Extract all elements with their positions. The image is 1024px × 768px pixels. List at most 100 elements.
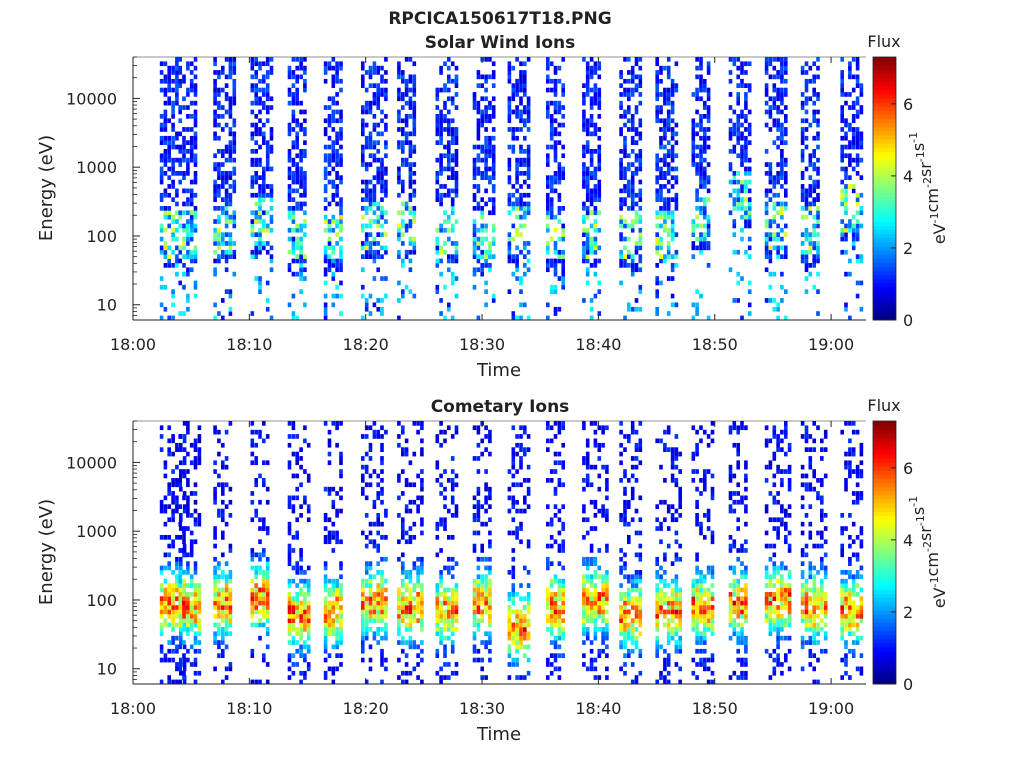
heatmap-cell: [695, 131, 699, 137]
heatmap-cell: [331, 521, 336, 527]
heatmap-cell: [816, 271, 820, 277]
heatmap-cell: [335, 267, 339, 273]
heatmap-cell: [507, 618, 512, 623]
heatmap-cell: [384, 587, 388, 593]
heatmap-cell: [250, 65, 255, 71]
heatmap-cell: [634, 298, 639, 303]
heatmap-cell: [472, 530, 477, 536]
heatmap-cell: [816, 254, 820, 259]
heatmap-cell: [674, 197, 679, 202]
heatmap-cell: [851, 188, 856, 194]
heatmap-cell: [269, 135, 274, 141]
heatmap-cell: [695, 302, 699, 308]
heatmap-cell: [178, 144, 182, 150]
heatmap-cell: [167, 535, 171, 540]
heatmap-cell: [384, 87, 388, 93]
heatmap-cell: [368, 219, 373, 224]
heatmap-cell: [232, 271, 237, 277]
heatmap-cell: [776, 302, 780, 308]
panel-cometary: Cometary Ions 18:00 18:10 18:20 18:30 18:40 1…: [36, 396, 949, 745]
heatmap-cell: [327, 118, 332, 124]
heatmap-cell: [744, 118, 748, 124]
heatmap-cell: [295, 206, 299, 211]
heatmap-cell: [703, 184, 707, 189]
heatmap-cell: [232, 184, 237, 189]
heatmap-cell: [780, 96, 784, 102]
heatmap-cell: [178, 223, 182, 229]
heatmap-cell: [816, 179, 820, 185]
heatmap-cell: [217, 219, 221, 224]
heatmap-cell: [339, 662, 343, 667]
heatmap-cell: [480, 609, 484, 615]
heatmap-cell: [695, 57, 699, 62]
heatmap-cell: [655, 311, 659, 316]
heatmap-cell: [420, 657, 424, 663]
heatmap-cell: [250, 556, 255, 562]
heatmap-cell: [182, 236, 186, 242]
heatmap-cell: [638, 149, 643, 154]
heatmap-cell: [768, 96, 773, 102]
heatmap-cell: [331, 127, 336, 132]
heatmap-cell: [250, 122, 255, 128]
heatmap-cell: [197, 592, 202, 597]
heatmap-cell: [435, 587, 440, 593]
heatmap-cell: [303, 188, 307, 194]
heatmap-cell: [412, 618, 417, 623]
heatmap-cell: [404, 100, 409, 106]
heatmap-cell: [844, 306, 848, 312]
heatmap-cell: [401, 232, 405, 237]
heatmap-cell: [258, 206, 262, 211]
heatmap-cell: [844, 197, 848, 202]
heatmap-cell: [593, 70, 598, 75]
heatmap-cell: [171, 263, 175, 268]
heatmap-cell: [368, 442, 373, 448]
heatmap-cell: [526, 192, 531, 198]
heatmap-cell: [299, 464, 303, 470]
heatmap-cell: [193, 587, 198, 593]
heatmap-cell: [447, 149, 451, 154]
heatmap-cell: [228, 609, 233, 615]
heatmap-cell: [732, 206, 737, 211]
heatmap-cell: [597, 92, 602, 97]
heatmap-cell: [291, 210, 296, 216]
heatmap-cell: [488, 245, 492, 251]
heatmap-cell: [269, 57, 274, 62]
heatmap-cell: [808, 245, 813, 251]
heatmap-cell: [593, 175, 598, 180]
heatmap-cell: [291, 162, 296, 167]
heatmap-cell: [175, 131, 179, 137]
heatmap-cell: [303, 495, 307, 501]
heatmap-cell: [851, 223, 856, 229]
heatmap-cell: [519, 149, 523, 154]
heatmap-cell: [179, 618, 183, 623]
heatmap-cell: [269, 131, 274, 137]
heatmap-cell: [306, 592, 311, 597]
heatmap-cell: [167, 648, 171, 654]
heatmap-cell: [193, 600, 198, 606]
colorbar-segment: [873, 151, 896, 157]
heatmap-cell: [228, 236, 233, 242]
heatmap-cell: [217, 508, 221, 514]
heatmap-cell: [416, 495, 420, 501]
heatmap-cell: [593, 188, 598, 194]
heatmap-cell: [331, 631, 336, 637]
heatmap-cell: [213, 583, 217, 588]
heatmap-cell: [666, 214, 671, 220]
heatmap-cell: [435, 258, 440, 264]
heatmap-cell: [380, 587, 384, 593]
heatmap-cell: [619, 254, 623, 259]
heatmap-cell: [323, 249, 328, 255]
heatmap-cell: [178, 548, 182, 553]
heatmap-cell: [691, 241, 696, 246]
heatmap-cell: [404, 508, 409, 514]
heatmap-cell: [699, 122, 703, 128]
heatmap-cell: [262, 574, 266, 580]
heatmap-cell: [412, 451, 417, 457]
heatmap-cell: [840, 70, 844, 75]
heatmap-cell: [262, 61, 266, 67]
heatmap-cell: [372, 258, 377, 264]
heatmap-cell: [655, 61, 659, 67]
heatmap-cell: [327, 631, 332, 637]
heatmap-cell: [747, 122, 752, 128]
heatmap-cell: [250, 679, 255, 685]
